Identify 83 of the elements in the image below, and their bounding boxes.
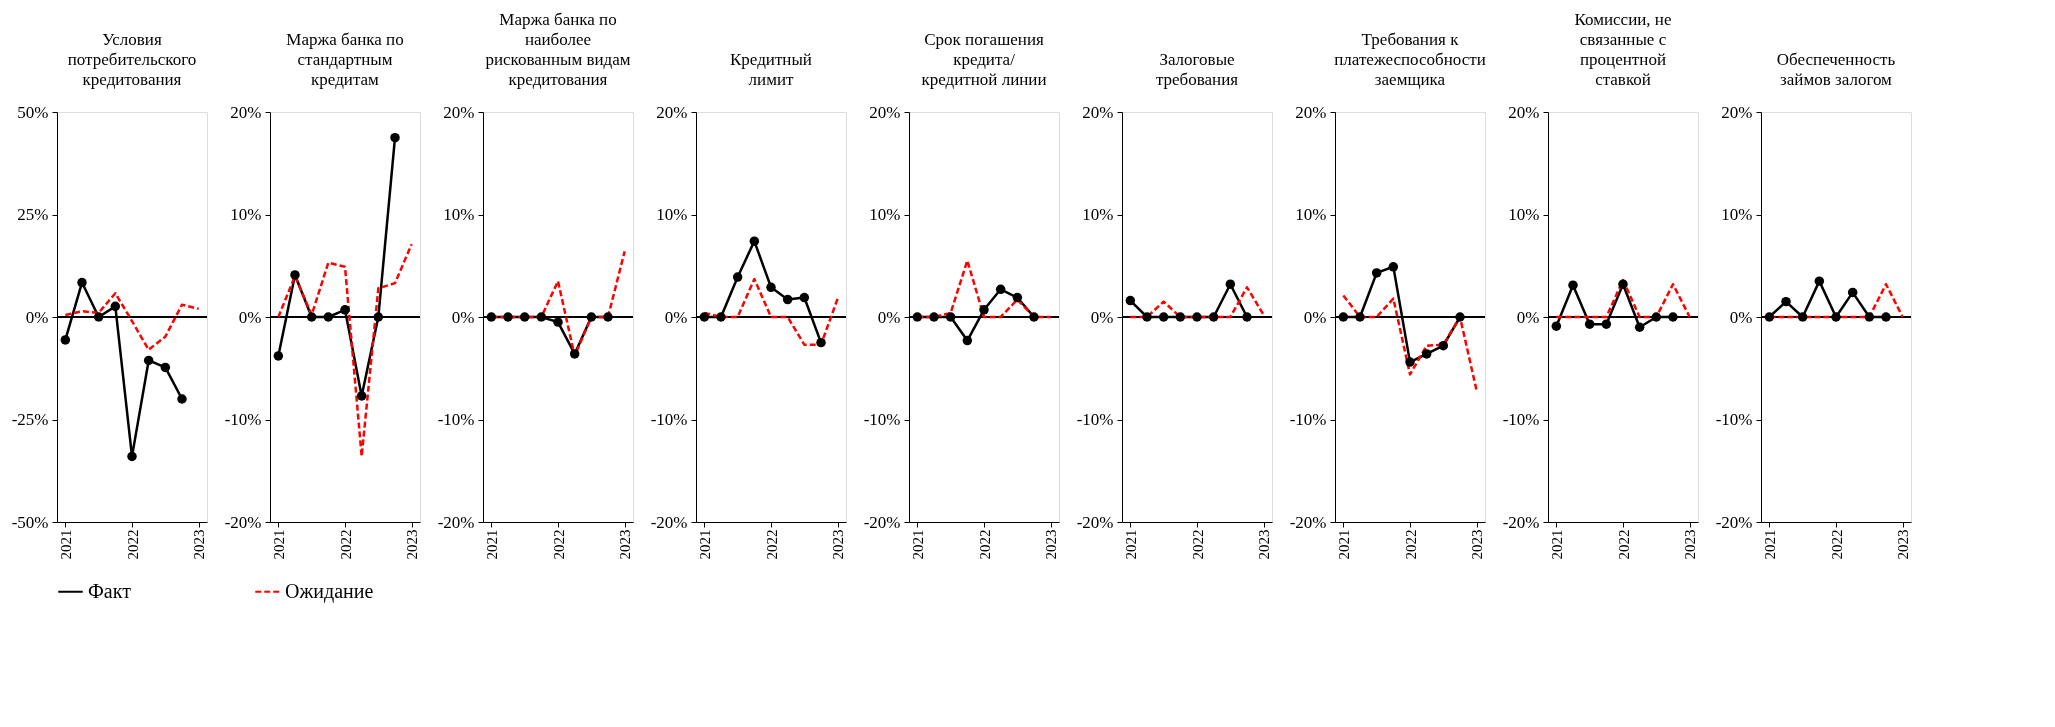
x-tick-label: 2023	[830, 529, 847, 560]
y-tick-label: 20%	[869, 102, 901, 122]
y-tick-label: 0%	[1090, 307, 1114, 327]
x-tick-label: 2022	[1828, 529, 1845, 560]
x-tick-label: 2023	[1256, 529, 1273, 560]
y-tick-label: 20%	[1508, 102, 1540, 122]
x-tick-label: 2022	[124, 529, 141, 560]
y-tick-label: -20%	[863, 512, 901, 532]
x-tick-label: 2023	[1895, 529, 1912, 560]
x-tick-label: 2023	[1043, 529, 1060, 560]
x-tick-label: 2022	[550, 529, 567, 560]
y-tick-label: 20%	[1295, 102, 1327, 122]
y-tick-label: 10%	[443, 205, 475, 224]
x-tick-label: 2023	[617, 529, 634, 560]
x-tick-label: 2021	[696, 529, 713, 560]
y-tick-label: 10%	[1295, 205, 1327, 224]
x-tick-label: 2021	[1548, 529, 1565, 560]
y-tick-label: 20%	[656, 102, 688, 122]
y-tick-label: -10%	[863, 410, 901, 429]
y-tick-label: -20%	[1076, 512, 1114, 532]
y-tick-label: -10%	[1715, 410, 1753, 429]
x-tick-label: 2022	[1615, 529, 1632, 560]
chart-title: Маржа банка по стандартным кредитам	[286, 30, 404, 89]
y-tick-label: 0%	[664, 307, 688, 327]
y-tick-label: -10%	[224, 410, 262, 429]
chart-title: Кредитный лимит	[730, 50, 812, 89]
y-tick-label: -10%	[1289, 410, 1327, 429]
x-tick-label: 2023	[191, 529, 208, 560]
x-tick-label: 2021	[1122, 529, 1139, 560]
y-tick-label: -50%	[11, 512, 49, 532]
y-tick-label: 10%	[230, 205, 262, 224]
y-tick-label: 10%	[1082, 205, 1114, 224]
x-tick-label: 2023	[1682, 529, 1699, 560]
x-tick-label: 2021	[270, 529, 287, 560]
chart-title: Срок погашения кредита/ кредитной линии	[921, 30, 1047, 89]
y-tick-label: -10%	[650, 410, 688, 429]
chart-title: Маржа банка по наиболее рискованным видам кредитования	[485, 10, 631, 89]
y-tick-label: -20%	[1715, 512, 1753, 532]
y-tick-label: 0%	[1303, 307, 1327, 327]
y-tick-label: 0%	[238, 307, 262, 327]
y-tick-label: 0%	[25, 307, 49, 327]
y-tick-label: -25%	[11, 410, 49, 429]
x-tick-label: 2021	[57, 529, 74, 560]
y-tick-label: -20%	[1289, 512, 1327, 532]
chart-title: Залоговые требования	[1155, 50, 1239, 89]
y-tick-label: -10%	[1076, 410, 1114, 429]
y-tick-label: 10%	[656, 205, 688, 224]
y-tick-label: 10%	[869, 205, 901, 224]
y-tick-label: -20%	[437, 512, 475, 532]
chart-title: Условия потребительского кредитования	[67, 30, 197, 89]
legend-label: Факт	[88, 579, 132, 602]
x-tick-label: 2022	[1402, 529, 1419, 560]
y-tick-label: -20%	[224, 512, 262, 532]
y-tick-label: 25%	[17, 205, 49, 224]
y-tick-label: 10%	[1721, 205, 1753, 224]
x-tick-label: 2021	[1335, 529, 1352, 560]
x-tick-label: 2021	[483, 529, 500, 560]
y-tick-label: 20%	[1082, 102, 1114, 122]
y-tick-label: -20%	[1502, 512, 1540, 532]
x-tick-label: 2022	[1189, 529, 1206, 560]
y-tick-label: 10%	[1508, 205, 1540, 224]
y-tick-label: 50%	[17, 102, 49, 122]
legend-label: Ожидание	[285, 579, 374, 603]
y-tick-label: 0%	[1729, 307, 1753, 327]
y-tick-label: 0%	[1516, 307, 1540, 327]
y-tick-label: 20%	[1721, 102, 1753, 122]
chart-title: Обеспеченность займов залогом	[1776, 50, 1896, 89]
chart-title: Требования к платежеспособности заемщика	[1334, 30, 1486, 89]
x-tick-label: 2023	[1469, 529, 1486, 560]
x-tick-label: 2021	[909, 529, 926, 560]
y-tick-label: -20%	[650, 512, 688, 532]
y-tick-label: 0%	[451, 307, 475, 327]
y-tick-label: -10%	[1502, 410, 1540, 429]
x-tick-label: 2023	[404, 529, 421, 560]
y-tick-label: 20%	[230, 102, 262, 122]
x-tick-label: 2022	[763, 529, 780, 560]
x-tick-label: 2022	[337, 529, 354, 560]
x-tick-label: 2022	[976, 529, 993, 560]
y-tick-label: 0%	[877, 307, 901, 327]
x-tick-label: 2021	[1761, 529, 1778, 560]
chart-title: Комиссии, не связанные с процентной ставкой	[1574, 10, 1672, 89]
y-tick-label: -10%	[437, 410, 475, 429]
y-tick-label: 20%	[443, 102, 475, 122]
